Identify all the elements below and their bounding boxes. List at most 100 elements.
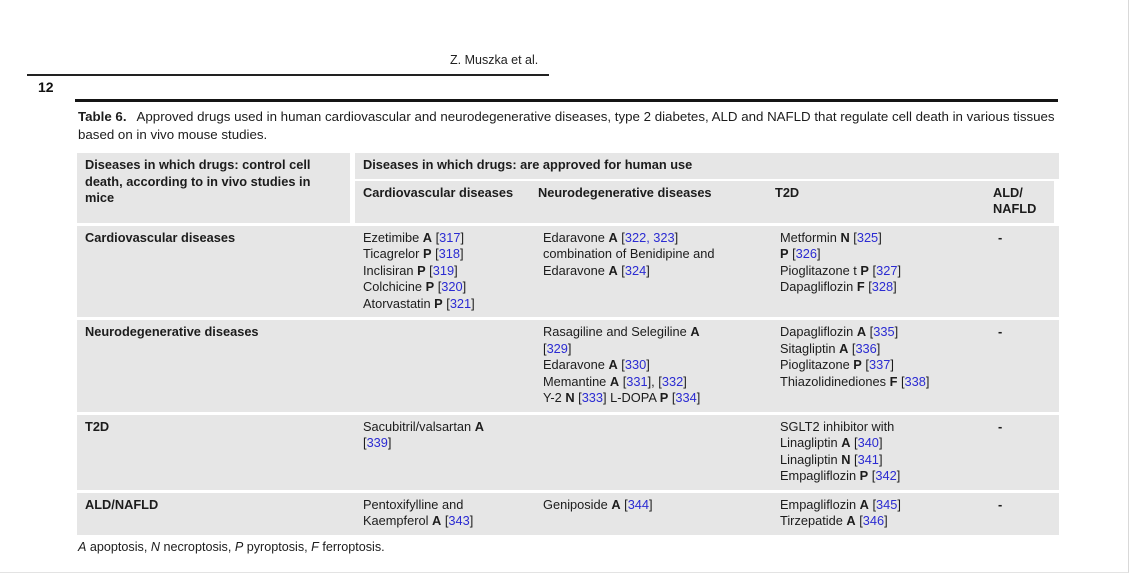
reference-link[interactable]: 330 — [624, 357, 647, 372]
reference-link[interactable]: 324 — [624, 262, 647, 278]
cell-death-marker: P — [422, 246, 432, 261]
cell-death-marker: P — [780, 246, 789, 261]
cell-death-marker: A — [611, 496, 621, 512]
cell-line: Geniposide A [344] — [543, 496, 653, 512]
reference-link[interactable]: 339 — [366, 435, 388, 450]
cell-line: Sitagliptin A [336] — [780, 340, 881, 356]
table-header: Diseases in which drugs: control cell de… — [77, 153, 1059, 223]
reference-link[interactable]: 334 — [675, 390, 697, 405]
cell-line: Ticagrelor P [318] — [363, 246, 464, 261]
table-cell-c3: Rasagiline and Selegiline A [329] Edaravon… — [535, 320, 772, 412]
cell-death-marker: N — [565, 390, 575, 405]
header-gap — [350, 153, 355, 223]
cell-death-marker: A — [608, 229, 618, 245]
table-body: Cardiovascular diseases Ezetimibe A [317]… — [77, 225, 1059, 535]
cell-line: - — [998, 418, 1003, 434]
reference-link[interactable]: 329 — [546, 340, 568, 356]
cell-line: Pioglitazone P [337] — [780, 357, 894, 372]
cell-line: - — [998, 496, 1003, 512]
reference-link[interactable]: 328 — [871, 279, 894, 294]
table-cell-c3: Edaravone A [322, 323] combination of Ben… — [535, 225, 772, 317]
reference-link[interactable]: 327 — [876, 262, 898, 278]
reference-link[interactable]: 319 — [432, 262, 455, 278]
reference-link[interactable]: 343 — [448, 513, 470, 528]
cell-death-marker: A — [422, 229, 432, 245]
cell-death-marker: A — [841, 435, 851, 450]
cell-line: P [326] — [780, 246, 821, 261]
cell-line: Colchicine P [320] — [363, 279, 467, 294]
cell-death-marker: N — [841, 451, 851, 467]
cell-death-marker: A — [608, 357, 618, 372]
reference-link[interactable]: 335 — [873, 324, 895, 339]
cell-death-marker: A — [608, 262, 618, 278]
cell-line: Empagliflozin A [345] — [780, 496, 901, 512]
reference-link[interactable]: 331 — [626, 373, 648, 389]
cell-line: Thiazolidinediones F [338] — [780, 373, 930, 389]
table-cell-c4: Empagliflozin A [345] Tirzepatide A [346] — [772, 492, 990, 535]
reference-link[interactable]: 345 — [876, 496, 898, 512]
cell-death-marker: N — [150, 540, 160, 554]
cell-death-marker: N — [840, 229, 850, 245]
cell-line: Pioglitazone t P [327] — [780, 262, 902, 278]
cell-line: Tirzepatide A [346] — [780, 513, 888, 528]
header-group-block: Diseases in which drugs: are approved fo… — [355, 153, 1059, 223]
reference-link[interactable]: 344 — [627, 496, 650, 512]
running-head: Z. Muszka et al. — [450, 53, 539, 67]
cell-line: [329] — [543, 340, 572, 356]
table-cell-c2 — [355, 320, 535, 412]
cell-death-marker: A — [78, 540, 87, 554]
table-row: Neurodegenerative diseases Rasagiline and… — [77, 320, 1059, 412]
reference-link[interactable]: 322, 323 — [624, 229, 675, 245]
table-cell-c4: SGLT2 inhibitor with Linagliptin A [340] L… — [772, 414, 990, 490]
header-col1: Diseases in which drugs: control cell de… — [77, 153, 350, 223]
table-caption-label: Table 6. — [78, 109, 127, 124]
reference-link[interactable]: 317 — [439, 229, 461, 245]
table-footnote: A apoptosis, N necroptosis, P pyroptosis… — [78, 540, 385, 554]
reference-link[interactable]: 340 — [857, 435, 879, 450]
table-top-rule — [75, 99, 1058, 102]
reference-link[interactable]: 336 — [855, 340, 877, 356]
table-cell-c5: - — [990, 225, 1059, 317]
row-label: ALD/NAFLD — [77, 492, 355, 535]
cell-line: - — [998, 229, 1003, 245]
cell-death-marker: P — [434, 295, 443, 311]
cell-death-marker: P — [425, 279, 435, 294]
cell-line: Atorvastatin P [321] — [363, 295, 475, 311]
cell-line: Inclisiran P [319] — [363, 262, 458, 278]
header-subcol-s2: Cardiovascular diseases — [355, 180, 530, 223]
reference-link[interactable]: 321 — [449, 295, 472, 311]
reference-link[interactable]: 346 — [862, 513, 885, 528]
reference-link[interactable]: 318 — [438, 246, 461, 261]
cell-line: Ezetimibe A [317] — [363, 229, 465, 245]
table-cell-c2: Pentoxifylline and Kaempferol A [343] — [355, 492, 535, 535]
table-row: T2D Sacubitril/valsartan A [339] SGLT2 inhi… — [77, 414, 1059, 490]
table-cell-c4: Metformin N [325] P [326] Pioglitazone t P… — [772, 225, 990, 317]
cell-line: Linagliptin N [341] — [780, 451, 883, 467]
cell-death-marker: A — [609, 373, 620, 389]
reference-link[interactable]: 342 — [875, 468, 897, 483]
table-cell-c5: - — [990, 492, 1059, 535]
table-caption-text: Approved drugs used in human cardiovascu… — [78, 109, 1055, 142]
cell-death-marker: P — [659, 390, 669, 405]
cell-line: Sacubitril/valsartan A — [363, 418, 484, 434]
reference-link[interactable]: 341 — [857, 451, 879, 467]
cell-line: combination of Benidipine and — [543, 246, 715, 261]
cell-death-marker: A — [856, 324, 867, 339]
reference-link[interactable]: 326 — [795, 246, 818, 261]
cell-line: Y-2 N [333] L-DOPA P [334] — [543, 390, 701, 405]
reference-link[interactable]: 337 — [868, 357, 891, 372]
cell-line: Edaravone A [324] — [543, 262, 650, 278]
cell-death-marker: A — [432, 513, 442, 528]
header-rule — [27, 74, 549, 76]
reference-link[interactable]: 325 — [856, 229, 879, 245]
table-row: ALD/NAFLD Pentoxifylline and Kaempferol A … — [77, 492, 1059, 535]
reference-link[interactable]: 320 — [441, 279, 463, 294]
header-subcol-s5: ALD/​NAFLD — [985, 180, 1054, 223]
reference-link[interactable]: 332 — [661, 373, 684, 389]
reference-link[interactable]: 333 — [581, 390, 604, 405]
cell-line: Pentoxifylline and — [363, 496, 464, 512]
reference-link[interactable]: 338 — [904, 373, 926, 389]
cell-death-marker: A — [474, 418, 484, 434]
cell-line: Edaravone A [322, 323] — [543, 229, 679, 245]
cell-death-marker: F — [311, 540, 319, 554]
